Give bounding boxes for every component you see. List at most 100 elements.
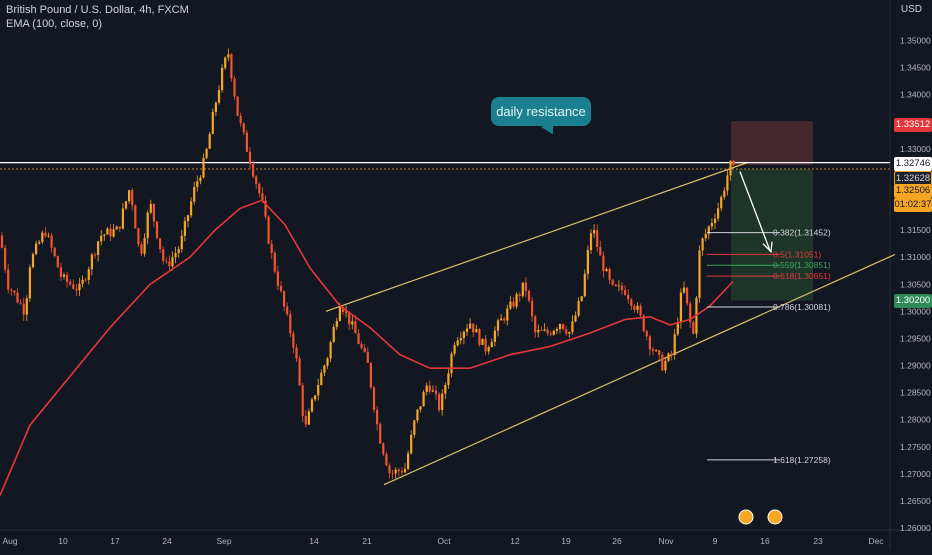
candle-body xyxy=(236,96,239,116)
candle-body xyxy=(630,299,633,307)
candle-body xyxy=(196,181,199,187)
daily-resistance-callout[interactable]: daily resistance xyxy=(491,97,591,126)
time-tick-label: 26 xyxy=(612,536,622,546)
time-tick-label: 10 xyxy=(58,536,68,546)
candle-body xyxy=(279,285,283,292)
candle-body xyxy=(732,160,735,166)
candle-body xyxy=(348,311,351,325)
candle-body xyxy=(270,243,273,253)
candle-body xyxy=(298,358,301,386)
candle-body xyxy=(397,469,400,472)
candle-body xyxy=(500,318,503,321)
candle-body xyxy=(245,132,248,152)
candle-body xyxy=(605,269,608,272)
price-tick-label: 1.29000 xyxy=(900,361,931,371)
time-tick-label: Dec xyxy=(868,536,884,546)
channel-upper-line xyxy=(325,161,749,312)
price-tick-label: 1.35000 xyxy=(900,36,931,46)
candle-body xyxy=(183,221,186,236)
price-tick-label: 1.34500 xyxy=(900,63,931,73)
candle-body xyxy=(152,203,155,222)
current-price-tag: 1.32506 xyxy=(894,184,932,198)
candle-body xyxy=(28,267,31,299)
fib-level-label: 0.382(1.31452) xyxy=(773,228,831,238)
candle-body xyxy=(118,226,121,229)
indicator-label[interactable]: EMA (100, close, 0) xyxy=(6,18,102,30)
candle-body xyxy=(617,285,620,287)
candle-body xyxy=(667,353,670,361)
candle-body xyxy=(555,328,558,331)
candle-body xyxy=(447,373,450,385)
candle-body xyxy=(258,183,261,194)
candle-body xyxy=(47,235,50,237)
candle-body xyxy=(180,235,183,250)
candle-body xyxy=(658,350,661,355)
candle-body xyxy=(177,249,180,254)
candle-body xyxy=(326,358,329,366)
candle-body xyxy=(602,255,605,272)
candle-body xyxy=(462,331,465,339)
candle-body xyxy=(527,290,531,301)
candle-body xyxy=(664,360,667,371)
candle-body xyxy=(314,395,317,400)
candle-body xyxy=(385,453,388,466)
symbol-title[interactable]: British Pound / U.S. Dollar, 4h, FXCM xyxy=(6,4,189,16)
candle-body xyxy=(593,230,596,234)
candle-body xyxy=(608,269,611,280)
candle-body xyxy=(682,287,686,293)
resistance-price-tag: 1.32746 xyxy=(894,157,932,171)
candle-body xyxy=(676,322,679,335)
candle-body xyxy=(565,329,568,334)
event-marker-icon xyxy=(767,509,783,525)
candle-body xyxy=(589,233,593,251)
candle-body xyxy=(586,250,589,274)
candle-body xyxy=(366,351,369,363)
price-tick-label: 1.28000 xyxy=(900,415,931,425)
time-tick-label: 16 xyxy=(760,536,770,546)
candle-body xyxy=(7,269,10,290)
candle-body xyxy=(434,390,438,395)
candle-body xyxy=(205,148,208,158)
candle-body xyxy=(698,250,701,298)
candle-body xyxy=(255,176,258,184)
candle-body xyxy=(273,252,276,272)
candle-body xyxy=(382,443,385,454)
candle-body xyxy=(614,284,617,287)
candle-body xyxy=(137,228,140,245)
candle-body xyxy=(710,223,713,227)
candle-body xyxy=(469,323,472,329)
candle-body xyxy=(639,305,642,316)
candle-body xyxy=(193,186,196,202)
candle-body xyxy=(155,221,159,239)
candle-body xyxy=(701,238,704,251)
candle-body xyxy=(413,420,416,435)
candle-body xyxy=(403,468,407,473)
stop-price-tag: 1.33512 xyxy=(894,118,932,132)
candle-body xyxy=(459,338,462,341)
candle-body xyxy=(75,288,78,291)
candle-body xyxy=(143,238,146,254)
price-tick-label: 1.34000 xyxy=(900,90,931,100)
candle-body xyxy=(59,267,62,277)
time-tick-label: 23 xyxy=(813,536,823,546)
candle-body xyxy=(627,294,630,300)
candle-body xyxy=(645,331,648,337)
candle-body xyxy=(25,298,28,315)
currency-label: USD xyxy=(900,4,922,15)
candle-body xyxy=(276,271,279,286)
candle-body xyxy=(379,424,382,444)
candle-body xyxy=(357,333,360,345)
candle-body xyxy=(230,54,233,79)
candle-body xyxy=(335,320,338,328)
candle-body xyxy=(341,306,345,312)
fib-level-label: 0.786(1.30081) xyxy=(773,302,831,312)
candle-body xyxy=(159,238,162,250)
time-tick-label: 12 xyxy=(510,536,520,546)
candle-body xyxy=(283,291,286,307)
price-tick-label: 1.26500 xyxy=(900,496,931,506)
candle-body xyxy=(496,320,500,331)
candle-body xyxy=(534,316,537,333)
candle-body xyxy=(537,330,540,333)
